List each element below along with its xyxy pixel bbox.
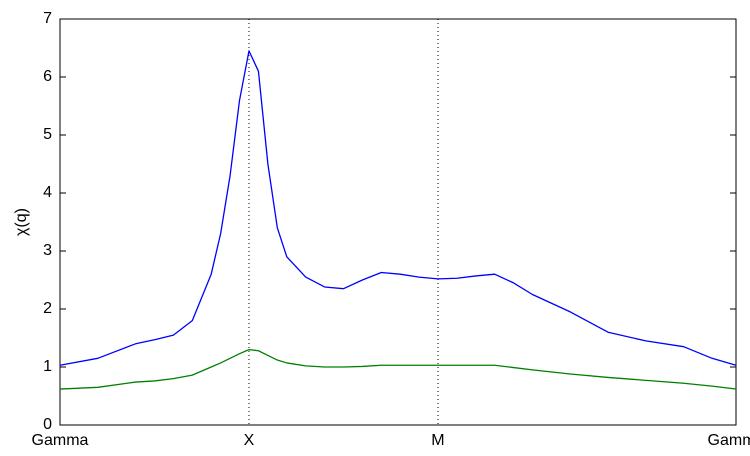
y-axis-label: χ(q) [13, 208, 30, 236]
series-line [59, 50, 737, 366]
plot-frame [59, 18, 737, 426]
y-tick-label: 7 [43, 10, 52, 27]
x-tick-label: X [244, 432, 255, 449]
y-tick-label: 3 [43, 242, 52, 259]
series-line [59, 348, 737, 390]
x-tick-label: Gamma [32, 432, 89, 449]
y-tick-label: 5 [43, 126, 52, 143]
x-tick-label: M [431, 432, 444, 449]
y-tick-label: 6 [43, 68, 52, 85]
y-tick-label: 4 [43, 184, 52, 201]
y-tick-label: 1 [43, 358, 52, 375]
x-tick-label: Gamma [708, 432, 750, 449]
y-tick-label: 0 [43, 416, 52, 433]
y-tick-label: 2 [43, 300, 52, 317]
